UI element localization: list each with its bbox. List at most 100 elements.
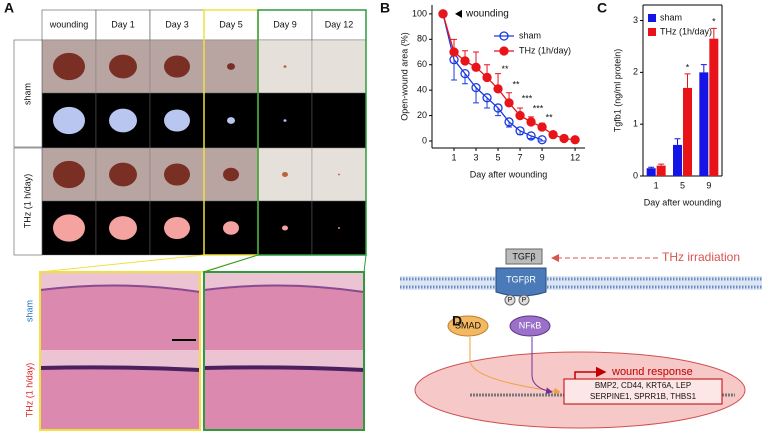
wound: [282, 171, 288, 178]
bar: [709, 38, 719, 176]
tissue: [40, 367, 200, 430]
wound-mask: [53, 106, 85, 135]
x-tick-label: 5: [680, 180, 685, 190]
point: [559, 133, 569, 144]
error-bar: [484, 97, 491, 109]
annotation: *: [712, 17, 716, 27]
wound-mask: [223, 221, 239, 235]
ligand-label: TGFβ: [512, 251, 535, 261]
tissue: [204, 285, 364, 350]
panel-a: wounding Day 1 Day 3 Day 5 Day 9 Day 12 sham TH…: [13, 9, 367, 431]
wound: [164, 55, 190, 78]
point: [570, 135, 580, 145]
wound-mask: [109, 216, 137, 240]
wound: [338, 173, 340, 176]
wound-mask: [109, 108, 137, 133]
point: [449, 55, 459, 65]
point: [515, 126, 525, 136]
epidermis: [203, 284, 365, 293]
tissue: [40, 285, 200, 350]
phospho-label: P: [522, 297, 527, 304]
photo-cell: [311, 39, 367, 94]
mask-cell: [149, 92, 205, 149]
column-header: Day 12: [325, 19, 354, 29]
bar: [699, 72, 709, 176]
wound-mask: [227, 117, 235, 124]
stimulus-label: THz irradiation: [662, 250, 740, 264]
x-tick-label: 7: [518, 152, 523, 162]
wound: [109, 54, 137, 79]
header-cell: [203, 9, 259, 41]
legend-swatch: [648, 14, 656, 22]
phospho-circle: [518, 294, 530, 306]
error-bar: [462, 73, 469, 85]
panel-label: A: [4, 0, 14, 16]
header-cell: [311, 9, 367, 41]
row-label-cell: [13, 39, 43, 148]
legend-label: THz (1h/day): [519, 45, 571, 55]
column-header: Day 3: [165, 19, 189, 29]
genes-box: [563, 378, 723, 405]
column-header: wounding: [49, 19, 89, 29]
outcome-label: wound response: [611, 366, 693, 378]
gene-list: SERPINE1, SPRR1B, THBS1: [590, 392, 697, 401]
legend-marker: [499, 31, 509, 41]
wound: [227, 63, 235, 70]
annotation: **: [513, 79, 521, 89]
panel-d: TGFβ TGFβR P P THz irradiation SMAD NFκB…: [400, 248, 762, 429]
wound-mask: [164, 216, 190, 240]
error-bar: [648, 166, 655, 169]
annotation: wounding: [465, 9, 509, 20]
error-bar: [710, 27, 717, 39]
x-tick-label: 5: [496, 152, 501, 162]
x-tick-label: 9: [706, 180, 711, 190]
pointer: [455, 9, 463, 18]
epidermis: [39, 284, 201, 293]
smad-node: [447, 315, 489, 337]
x-tick-label: 9: [540, 152, 545, 162]
nfkb-node: [509, 315, 551, 337]
point: [493, 84, 503, 94]
gene-list: BMP2, CD44, KRT6A, LEP: [595, 381, 691, 390]
x-axis-label: Day after wounding: [470, 169, 548, 179]
y-tick-label: 0: [422, 135, 427, 145]
point: [471, 82, 481, 93]
epidermis: [203, 365, 365, 372]
point: [460, 56, 470, 66]
phospho-circle: [504, 294, 516, 306]
x-tick-label: 1: [654, 180, 659, 190]
histology-frame: [39, 271, 201, 431]
row-label-cell: [13, 147, 43, 256]
column-header: Day 5: [219, 19, 243, 29]
row-label: sham: [22, 83, 32, 105]
point: [482, 93, 492, 103]
point: [537, 122, 547, 132]
point: [493, 103, 503, 113]
y-tick-label: 1: [633, 119, 638, 129]
mediator-label: NFκB: [519, 320, 542, 330]
point: [526, 117, 536, 127]
annotation: ***: [522, 93, 533, 103]
mediator-label: SMAD: [455, 320, 482, 330]
point: [504, 98, 514, 108]
wound-mask: [53, 214, 85, 242]
y-axis-label: Tgfb1 (ng/ml protein): [612, 49, 622, 133]
error-bar: [658, 163, 665, 166]
annotation: **: [546, 113, 554, 123]
histology-frame: [203, 271, 365, 431]
point: [460, 68, 470, 79]
x-tick-label: 3: [474, 152, 479, 162]
nfkb-arrow: [531, 337, 553, 395]
error-bar: [700, 64, 707, 73]
point: [438, 9, 448, 19]
wound: [164, 163, 190, 186]
y-tick-label: 0: [633, 170, 638, 180]
y-tick-label: 40: [417, 85, 427, 95]
point: [449, 47, 459, 57]
bar: [673, 144, 682, 176]
bar: [656, 165, 666, 176]
wound-mask: [164, 109, 190, 132]
y-tick-label: 20: [417, 110, 427, 120]
y-tick-label: 3: [633, 15, 638, 25]
x-axis-label: Day after wounding: [644, 197, 722, 207]
